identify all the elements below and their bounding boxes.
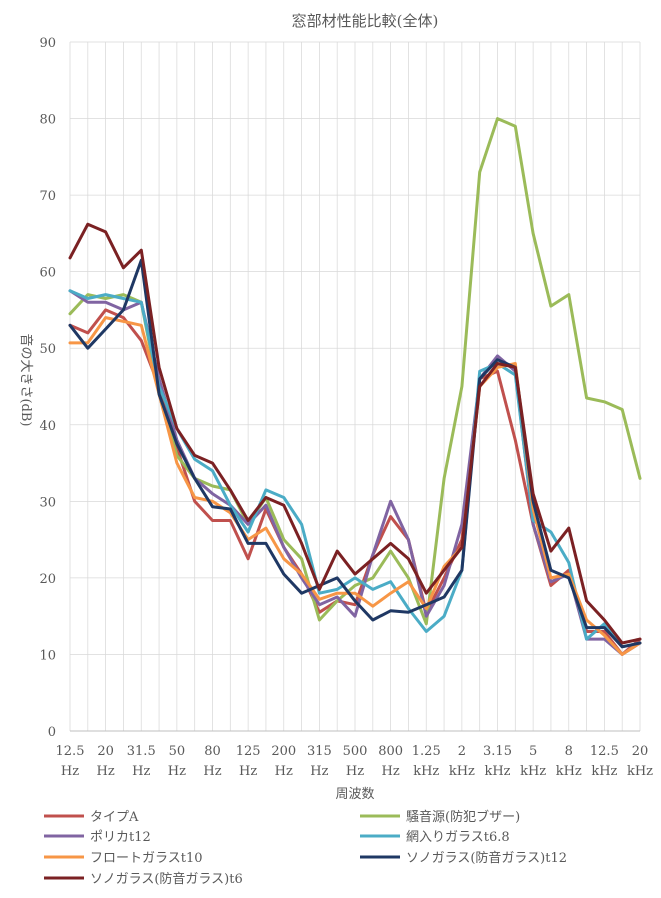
x-tick-unit: Hz — [97, 764, 115, 779]
y-tick-labels: 0 10 20 30 40 50 60 70 80 90 — [39, 36, 56, 740]
x-tick-label: 50 — [169, 744, 186, 759]
y-tick-label: 0 — [48, 725, 56, 740]
x-tick-unit: Hz — [168, 764, 186, 779]
x-tick-label: 3.15 — [483, 744, 512, 759]
x-tick-label: 1.25 — [412, 744, 441, 759]
x-tick-label: 12.5 — [590, 744, 619, 759]
x-tick-label: 500 — [343, 744, 368, 759]
legend: タイプA 騒音源(防犯ブザー) ポリカt12 網入りガラスt6.8 フロートガラスt10… — [44, 809, 567, 887]
x-tick-label: 200 — [271, 744, 296, 759]
x-tick-unit: kHz — [520, 764, 546, 779]
x-tick-unit: Hz — [310, 764, 328, 779]
x-tick-label: 80 — [204, 744, 221, 759]
legend-label: 網入りガラスt6.8 — [406, 830, 510, 845]
y-tick-label: 50 — [39, 342, 56, 357]
y-tick-label: 70 — [39, 189, 56, 204]
legend-label: タイプA — [90, 810, 139, 825]
x-tick-unit: kHz — [627, 764, 653, 779]
gridlines — [69, 41, 641, 732]
x-tick-unit: kHz — [556, 764, 582, 779]
y-tick-label: 10 — [39, 648, 56, 663]
chart-title: 窓部材性能比較(全体) — [292, 12, 439, 30]
y-tick-label: 90 — [39, 36, 56, 51]
x-axis-title: 周波数 — [335, 787, 374, 802]
y-tick-label: 40 — [39, 419, 56, 434]
x-tick-labels: 12.5 Hz 20 Hz 31.5 Hz 50 Hz 80 Hz 125 Hz 200 Hz 315 Hz 5… — [56, 744, 654, 779]
legend-label: フロートガラスt10 — [90, 851, 203, 866]
x-tick-label: 125 — [236, 744, 261, 759]
x-tick-label: 20 — [97, 744, 114, 759]
y-tick-label: 20 — [39, 572, 56, 587]
series-lines — [68, 117, 642, 656]
x-tick-label: 20 — [632, 744, 649, 759]
legend-label: ソノガラス(防音ガラス)t6 — [90, 871, 243, 887]
x-tick-unit: kHz — [413, 764, 439, 779]
x-tick-unit: Hz — [382, 764, 400, 779]
x-tick-unit: Hz — [203, 764, 221, 779]
x-tick-unit: kHz — [591, 764, 617, 779]
x-tick-unit: Hz — [346, 764, 364, 779]
series-line — [68, 316, 642, 656]
y-tick-label: 80 — [39, 113, 56, 128]
x-tick-unit: Hz — [132, 764, 150, 779]
y-axis-title: 音の大きさ(dB) — [18, 333, 34, 426]
legend-label: ポリカt12 — [90, 830, 151, 845]
x-tick-unit: kHz — [484, 764, 510, 779]
x-tick-label: 31.5 — [127, 744, 156, 759]
series-line — [68, 258, 642, 649]
y-tick-label: 30 — [39, 495, 56, 510]
x-tick-label: 2 — [458, 744, 466, 759]
x-tick-label: 5 — [529, 744, 537, 759]
legend-label: 騒音源(防犯ブザー) — [406, 809, 520, 825]
x-tick-unit: Hz — [239, 764, 257, 779]
x-tick-unit: Hz — [275, 764, 293, 779]
x-tick-label: 800 — [378, 744, 403, 759]
x-tick-label: 12.5 — [56, 744, 85, 759]
y-tick-label: 60 — [39, 266, 56, 281]
series-line — [68, 222, 642, 645]
legend-label: ソノガラス(防音ガラス)t12 — [406, 850, 567, 866]
x-tick-label: 8 — [565, 744, 573, 759]
x-tick-unit: Hz — [61, 764, 79, 779]
x-tick-label: 315 — [307, 744, 332, 759]
x-tick-unit: kHz — [449, 764, 475, 779]
